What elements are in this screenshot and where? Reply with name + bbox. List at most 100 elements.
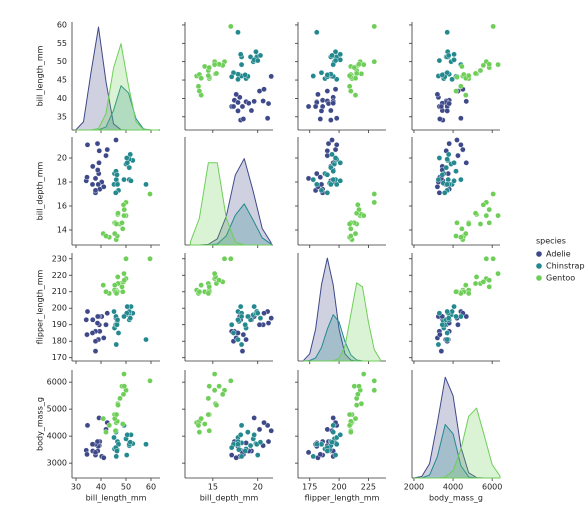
scatter-point — [439, 72, 446, 78]
scatter-point — [310, 453, 317, 460]
scatter-point — [206, 64, 213, 71]
scatter-point — [451, 159, 457, 166]
scatter-point — [436, 57, 443, 64]
scatter-point — [465, 221, 472, 227]
scatter-point — [261, 419, 267, 426]
scatter-point — [451, 57, 457, 63]
scatter-point — [360, 212, 367, 219]
scatter-point — [103, 233, 109, 239]
scatter-point — [445, 176, 451, 183]
scatter-point — [213, 70, 220, 77]
scatter-point — [237, 51, 244, 58]
scatter-point — [84, 422, 91, 429]
scatter-point — [346, 83, 353, 90]
x-tick-label: 2000 — [404, 483, 424, 492]
scatter-point — [143, 441, 149, 448]
scatter-point — [247, 54, 254, 60]
scatter-point — [251, 431, 257, 438]
scatter-point — [318, 108, 325, 114]
y-tick-label: 200 — [52, 304, 67, 313]
scatter-point — [318, 441, 325, 448]
scatter-point — [84, 141, 91, 148]
y-tick-label: 170 — [52, 353, 67, 362]
scatter-point — [324, 189, 331, 196]
y-tick-label: 16 — [57, 202, 67, 211]
scatter-point — [346, 422, 353, 429]
scatter-point — [236, 446, 242, 453]
scatter-point — [89, 163, 96, 170]
scatter-point — [83, 316, 90, 323]
x-tick-label: 200 — [331, 483, 346, 492]
legend-label: Gentoo — [546, 274, 575, 283]
scatter-point — [268, 315, 275, 321]
scatter-point — [337, 159, 344, 166]
scatter-point — [196, 288, 203, 295]
scatter-point — [228, 452, 235, 458]
scatter-point — [337, 57, 344, 63]
scatter-point — [305, 103, 312, 110]
scatter-point — [446, 140, 452, 147]
scatter-point — [84, 331, 90, 338]
scatter-point — [233, 91, 239, 98]
scatter-point — [329, 151, 335, 158]
scatter-point — [453, 88, 459, 94]
scatter-point — [324, 147, 331, 154]
scatter-point — [352, 75, 359, 82]
scatter-point — [213, 402, 220, 408]
scatter-point — [454, 137, 460, 143]
legend-label: Adelie — [546, 250, 571, 259]
scatter-point — [444, 29, 451, 36]
scatter-point — [495, 212, 501, 219]
scatter-point — [337, 431, 344, 438]
x-axis-label: flipper_length_mm — [305, 494, 380, 503]
scatter-point — [444, 181, 451, 188]
scatter-point — [104, 310, 111, 316]
y-tick-label: 220 — [52, 271, 67, 280]
scatter-point — [95, 181, 102, 188]
scatter-point — [324, 152, 331, 159]
scatter-point — [490, 255, 496, 262]
scatter-point — [113, 137, 119, 143]
scatter-point — [115, 402, 121, 408]
scatter-point — [236, 94, 243, 101]
scatter-point — [92, 348, 99, 354]
legend-marker — [536, 251, 542, 257]
scatter-point — [253, 48, 259, 55]
scatter-point — [310, 176, 317, 183]
scatter-point — [120, 391, 127, 398]
scatter-point — [256, 321, 263, 328]
scatter-point — [121, 371, 127, 377]
scatter-point — [480, 279, 487, 285]
scatter-point — [358, 400, 365, 407]
scatter-point — [201, 421, 208, 427]
scatter-point — [462, 230, 469, 237]
scatter-point — [143, 181, 149, 188]
scatter-point — [242, 321, 248, 328]
scatter-point — [247, 442, 254, 449]
scatter-point — [123, 452, 130, 458]
scatter-point — [114, 181, 121, 188]
scatter-point — [356, 206, 362, 213]
scatter-point — [435, 176, 442, 183]
scatter-point — [324, 448, 331, 454]
scatter-point — [454, 219, 460, 226]
scatter-point — [114, 321, 120, 328]
scatter-point — [235, 336, 241, 343]
scatter-point — [325, 100, 332, 107]
scatter-point — [251, 303, 257, 310]
scatter-point — [92, 175, 99, 182]
scatter-point — [486, 219, 493, 226]
scatter-point — [251, 98, 257, 105]
scatter-point — [455, 152, 461, 159]
scatter-point — [206, 284, 213, 290]
scatter-point — [147, 191, 153, 197]
scatter-point — [111, 308, 117, 315]
scatter-point — [119, 288, 126, 295]
scatter-point — [94, 313, 101, 320]
scatter-point — [265, 320, 272, 326]
scatter-point — [477, 67, 484, 74]
scatter-point — [230, 103, 237, 110]
scatter-point — [486, 206, 493, 213]
scatter-point — [436, 189, 443, 196]
